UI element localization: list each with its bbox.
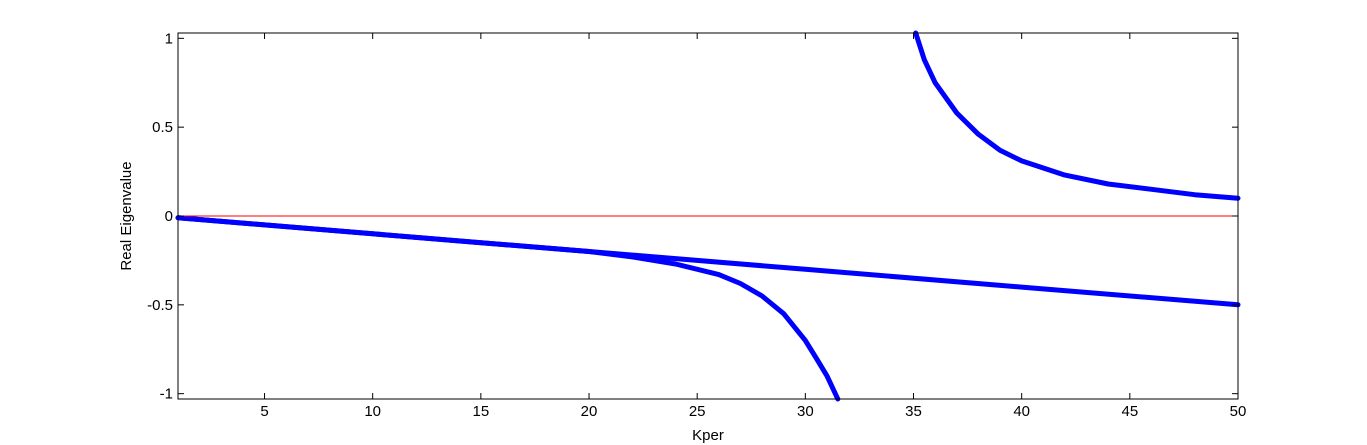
x-tick-label: 5: [260, 403, 268, 420]
x-tick-label: 30: [797, 403, 814, 420]
x-tick-label: 40: [1013, 403, 1030, 420]
y-tick-label: 1: [165, 30, 173, 47]
x-tick-label: 35: [905, 403, 922, 420]
y-tick-label: 0: [165, 208, 173, 225]
x-tick-label: 25: [689, 403, 706, 420]
y-tick-label: 0.5: [152, 119, 173, 136]
x-tick-label: 10: [364, 403, 381, 420]
x-tick-label: 20: [581, 403, 598, 420]
ticks-layer: 5 10 15 20 25 30 35 40 45 50 -1 -0.5 0 0.5 1: [147, 30, 1246, 420]
y-axis-title: Real Eigenvalue: [118, 161, 135, 270]
series-line-2: [175, 215, 1241, 308]
x-tick-label: 15: [473, 403, 490, 420]
series-layer: [175, 30, 1241, 402]
y-tick-label: -0.5: [147, 297, 173, 314]
x-tick-label: 50: [1230, 403, 1247, 420]
x-tick-label: 45: [1121, 403, 1138, 420]
series-line-3: [913, 30, 1241, 201]
y-tick-label: -1: [160, 386, 173, 403]
x-axis-title: Kper: [692, 427, 724, 444]
